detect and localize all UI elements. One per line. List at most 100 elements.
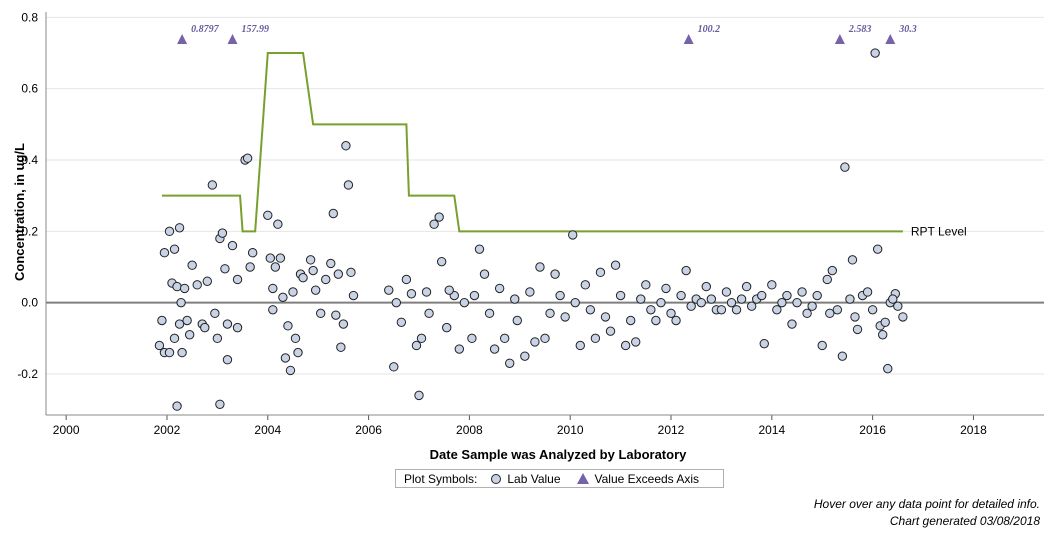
lab-value-point bbox=[499, 333, 510, 344]
lab-value-point bbox=[802, 308, 812, 319]
lab-value-point bbox=[346, 267, 356, 278]
exceeds-axis-value-label: 157.99 bbox=[241, 24, 268, 35]
lab-value-point bbox=[560, 312, 570, 322]
lab-value-point bbox=[706, 294, 717, 304]
lab-value-point bbox=[489, 344, 500, 354]
lab-value-point bbox=[396, 317, 407, 327]
rpt-level-line: RPT Level bbox=[161, 52, 967, 238]
lab-value-point bbox=[202, 276, 212, 286]
lab-value-point bbox=[484, 308, 495, 319]
y-tick-label: 0.8 bbox=[21, 10, 38, 24]
lab-value-point bbox=[666, 308, 676, 319]
y-tick-label: -0.2 bbox=[17, 367, 38, 381]
tick-labels: -0.2 0.0 0.2 0.4 0.6 0.8 2000 2002 2004 2006 2008 2… bbox=[17, 10, 987, 437]
lab-value-point bbox=[681, 265, 691, 276]
legend-exceeds-axis: Value Exceeds Axis bbox=[594, 471, 700, 486]
lab-value-point bbox=[406, 289, 417, 299]
lab-value-point bbox=[414, 390, 424, 401]
lab-value-point bbox=[212, 333, 223, 344]
lab-value-point bbox=[411, 340, 422, 351]
lab-value-point bbox=[595, 267, 606, 278]
lab-value-point bbox=[494, 283, 505, 294]
lab-value-point bbox=[164, 226, 175, 237]
lab-value-point bbox=[570, 297, 580, 308]
lab-value-point bbox=[469, 290, 480, 301]
lab-value-point bbox=[656, 297, 666, 308]
lab-value-point bbox=[459, 297, 470, 308]
lab-value-point bbox=[505, 358, 515, 368]
rpt-level-label: RPT Level bbox=[911, 224, 967, 238]
lab-value-point bbox=[285, 365, 296, 376]
chart-generated-date: Chart generated 03/08/2018 bbox=[889, 514, 1040, 528]
lab-value-point bbox=[268, 305, 278, 315]
lab-value-point bbox=[326, 258, 336, 269]
lab-value-point bbox=[716, 305, 727, 315]
lab-value-point bbox=[416, 333, 427, 344]
lab-value-point bbox=[535, 262, 545, 272]
exceeds-axis-marker bbox=[683, 34, 694, 44]
lab-value-point bbox=[391, 297, 402, 308]
lab-value-point bbox=[207, 180, 218, 190]
lab-value-point bbox=[467, 333, 477, 344]
lab-value-point bbox=[389, 362, 399, 372]
rpt-level-polyline bbox=[161, 52, 903, 233]
lab-value-point bbox=[510, 294, 520, 304]
lab-value-point bbox=[247, 248, 258, 258]
lab-value-point bbox=[696, 297, 706, 308]
lab-value-point bbox=[305, 255, 316, 265]
lab-value-point bbox=[220, 264, 230, 274]
lab-value-point bbox=[280, 353, 291, 363]
lab-value-point bbox=[348, 290, 359, 301]
y-tick-label: 0.2 bbox=[21, 224, 38, 238]
exceeds-axis-value-label: 0.8797 bbox=[191, 24, 220, 35]
lab-value-point bbox=[242, 153, 253, 163]
lab-value-point bbox=[726, 297, 737, 308]
lab-value-point bbox=[585, 305, 596, 315]
lab-value-point bbox=[520, 351, 530, 361]
y-tick-label: 0.4 bbox=[21, 153, 38, 167]
exceeds-axis-value-label: 100.2 bbox=[698, 24, 721, 35]
exceeds-axis-value-label: 2.583 bbox=[848, 24, 872, 35]
lab-value-point bbox=[898, 312, 908, 322]
lab-value-point bbox=[298, 272, 308, 283]
lab-value-point bbox=[600, 312, 611, 322]
x-tick-label: 2018 bbox=[960, 423, 987, 437]
lab-value-point bbox=[310, 285, 321, 295]
lab-value-point bbox=[822, 274, 832, 285]
lab-value-point bbox=[792, 297, 802, 308]
lab-value-point bbox=[845, 294, 855, 304]
lab-value-point bbox=[847, 255, 858, 265]
legend: Plot Symbols: Lab Value Value Exceeds Ax… bbox=[395, 469, 724, 488]
lab-value-point bbox=[479, 269, 490, 279]
lab-value-point bbox=[174, 223, 185, 233]
lab-value-point bbox=[827, 265, 838, 276]
lab-value-point bbox=[222, 319, 233, 329]
y-axis-title: Concentration, in ug/L bbox=[12, 143, 27, 281]
lab-value-point bbox=[227, 240, 238, 251]
lab-value-point bbox=[787, 319, 797, 329]
lab-value-point bbox=[736, 294, 747, 304]
lab-value-point bbox=[169, 244, 180, 254]
lab-value-point bbox=[772, 305, 782, 315]
lab-value-point bbox=[176, 297, 186, 308]
x-tick-label: 2002 bbox=[154, 423, 181, 437]
x-tick-label: 2014 bbox=[758, 423, 785, 437]
lab-value-point bbox=[870, 48, 880, 58]
lab-value-point bbox=[268, 283, 278, 294]
lab-value-point bbox=[174, 319, 185, 329]
lab-value-point bbox=[436, 256, 447, 267]
lab-value-point bbox=[757, 290, 767, 301]
lab-value-point bbox=[273, 219, 283, 229]
lab-value-point bbox=[832, 305, 843, 315]
lab-value-point bbox=[646, 305, 656, 315]
lab-value-point bbox=[288, 287, 298, 297]
lab-value-point bbox=[172, 401, 182, 411]
lab-value-point bbox=[817, 340, 827, 351]
lab-value-point bbox=[721, 287, 732, 297]
lab-value-point bbox=[862, 287, 873, 297]
lab-value-point bbox=[278, 292, 288, 303]
lab-value-point bbox=[880, 317, 890, 327]
x-tick-label: 2006 bbox=[355, 423, 382, 437]
lab-value-point bbox=[270, 262, 281, 272]
lab-value-point bbox=[610, 260, 621, 270]
